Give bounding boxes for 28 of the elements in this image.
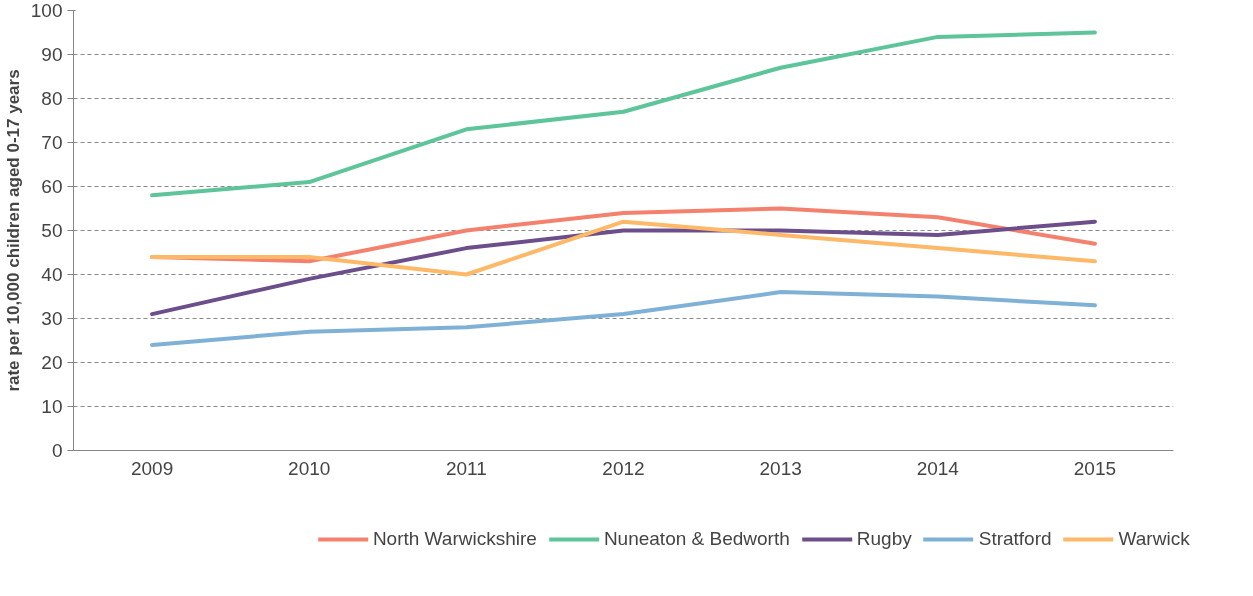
x-tick-label: 2010 <box>288 457 331 479</box>
y-tick-label: 90 <box>41 44 63 65</box>
line-series <box>150 290 1097 347</box>
x-tick-label: 2009 <box>130 457 174 479</box>
x-tick-label: 2013 <box>759 457 802 479</box>
x-tick-label: 2012 <box>602 457 645 479</box>
legend-label: Rugby <box>856 527 912 550</box>
y-tick-label: 10 <box>41 396 63 417</box>
x-tick-label: 2011 <box>445 457 487 479</box>
y-tick-label: 30 <box>41 308 63 329</box>
line-series <box>150 219 1097 277</box>
y-axis-title: rate per 10,000 children aged 0-17 years <box>3 69 23 392</box>
y-tick-label: 60 <box>41 176 63 197</box>
y-tick-label: 50 <box>41 220 63 241</box>
y-tick-label: 80 <box>41 88 63 109</box>
line-series <box>150 219 1097 317</box>
x-tick-label: 2015 <box>1073 457 1117 479</box>
legend-label: North Warwickshire <box>372 527 537 550</box>
legend-label: Warwick <box>1118 527 1190 550</box>
y-tick-label: 40 <box>41 264 63 285</box>
y-tick-label: 70 <box>41 132 63 153</box>
y-tick-label: 0 <box>51 440 63 461</box>
y-tick-label: 20 <box>41 352 63 373</box>
line-series <box>150 30 1097 198</box>
legend-label: Stratford <box>978 527 1052 550</box>
legend-label: Nuneaton & Bedworth <box>603 527 790 550</box>
x-tick-label: 2014 <box>916 457 960 479</box>
y-tick-label: 100 <box>30 0 63 21</box>
